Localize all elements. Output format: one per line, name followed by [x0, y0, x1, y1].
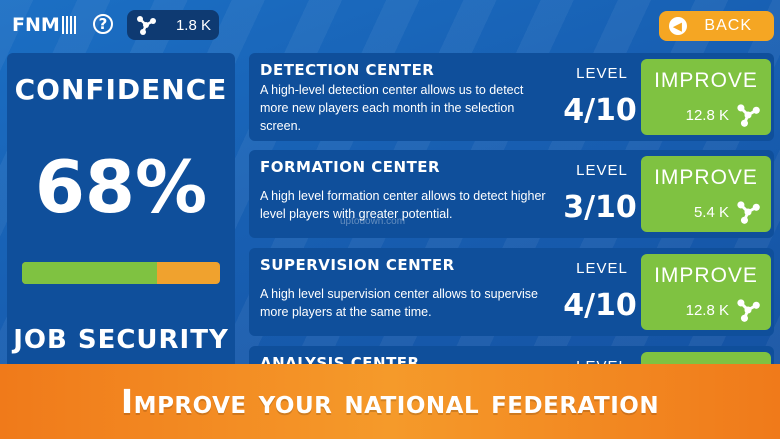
network-nodes-icon [737, 104, 760, 127]
confidence-bar [22, 262, 220, 284]
promo-banner: Improve your national federation [0, 364, 780, 439]
back-label: BACK [704, 17, 752, 34]
card-title: FORMATION CENTER [260, 158, 441, 176]
confidence-bar-fill [22, 262, 157, 284]
card-description: A high level supervision center allows t… [260, 287, 538, 319]
level-value: 4/10 [563, 288, 637, 323]
improve-label: IMPROVE [654, 264, 758, 287]
currency-display: 1.8 K [127, 10, 219, 40]
improve-supervision-button[interactable]: IMPROVE 12.8 K [641, 254, 771, 330]
card-title: DETECTION CENTER [260, 61, 435, 79]
improve-cost: 12.8 K [685, 302, 729, 319]
network-nodes-icon [737, 201, 760, 224]
card-description: A high level formation center allows to … [260, 189, 546, 221]
help-button[interactable]: ? [93, 14, 113, 34]
level-value: 3/10 [563, 190, 637, 225]
job-security-title: JOB SECURITY [13, 325, 229, 355]
improve-formation-button[interactable]: IMPROVE 5.4 K [641, 156, 771, 232]
back-button[interactable]: ◀ BACK [659, 11, 774, 41]
level-label: LEVEL [576, 260, 628, 277]
improve-cost: 5.4 K [693, 204, 729, 221]
chevron-left-icon: ◀ [669, 17, 687, 35]
banner-text: Improve your national federation [120, 382, 660, 421]
improve-cost: 12.8 K [685, 107, 729, 124]
improve-label: IMPROVE [654, 166, 758, 189]
currency-amount: 1.8 K [175, 16, 211, 34]
level-value: 4/10 [563, 93, 637, 128]
logo-text: FNM [12, 14, 60, 36]
watermark: uptodown.com [340, 216, 406, 227]
level-label: LEVEL [576, 65, 628, 82]
detection-center-card: DETECTION CENTER A high-level detection … [249, 53, 774, 141]
improve-detection-button[interactable]: IMPROVE 12.8 K [641, 59, 771, 135]
confidence-panel: CONFIDENCE 68% JOB SECURITY [7, 53, 235, 373]
question-icon: ? [98, 15, 108, 33]
improve-label: IMPROVE [654, 69, 758, 92]
level-label: LEVEL [576, 162, 628, 179]
confidence-value: 68% [34, 145, 208, 229]
card-title: SUPERVISION CENTER [260, 256, 455, 274]
network-nodes-icon [737, 299, 760, 322]
confidence-title: CONFIDENCE [14, 73, 228, 106]
card-description: A high-level detection center allows us … [260, 83, 524, 133]
logo-barcode-icon [61, 16, 76, 34]
formation-center-card: FORMATION CENTER A high level formation … [249, 150, 774, 238]
supervision-center-card: SUPERVISION CENTER A high level supervis… [249, 248, 774, 336]
network-nodes-icon [137, 16, 156, 35]
fnm-logo: FNM [8, 14, 80, 36]
